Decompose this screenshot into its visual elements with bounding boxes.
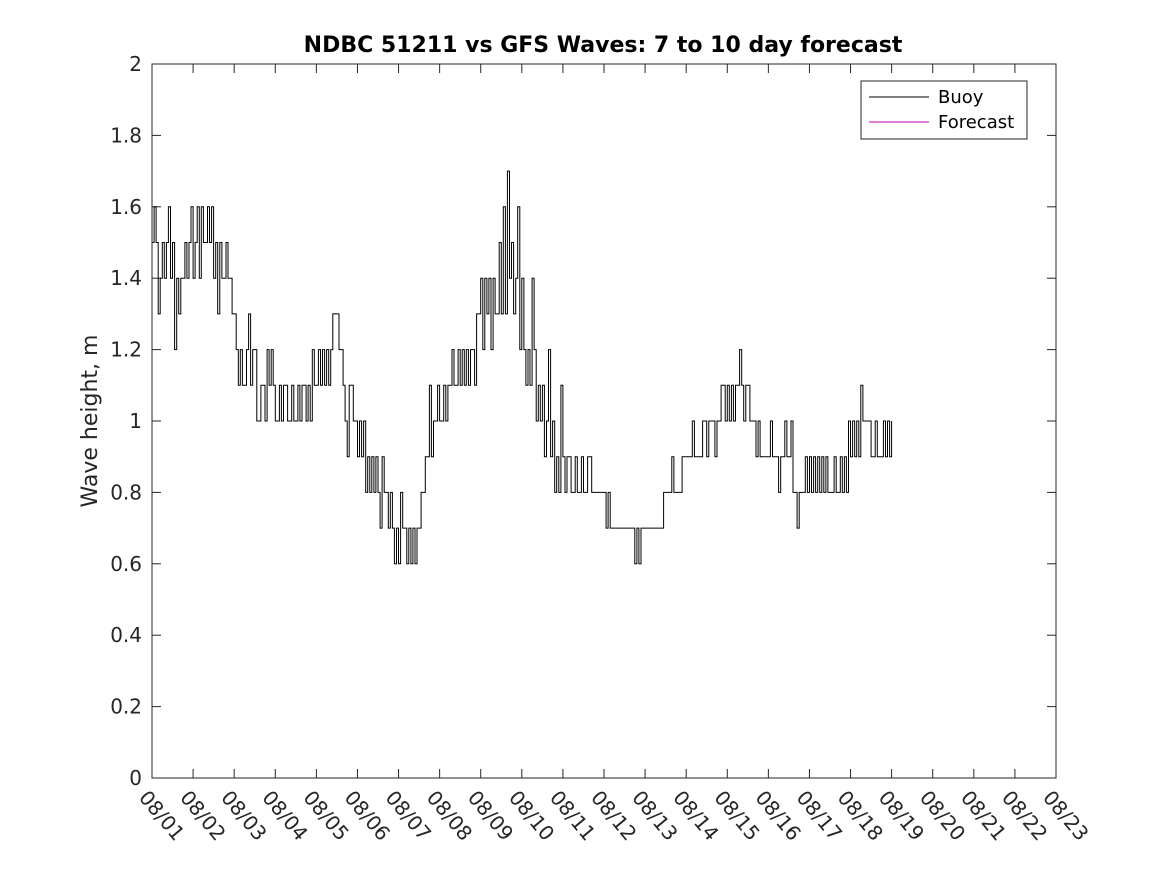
series-line-buoy [152, 170, 893, 565]
legend-box [860, 80, 1028, 140]
y-tick-label: 1.4 [110, 266, 142, 290]
y-tick-label: 1.2 [110, 338, 142, 362]
y-tick-label: 0.6 [110, 552, 142, 576]
legend: Buoy Forecast [860, 80, 1028, 140]
y-tick-label: 0.2 [110, 695, 142, 719]
chart-title: NDBC 51211 vs GFS Waves: 7 to 10 day for… [304, 33, 903, 58]
y-tick-label: 0.4 [110, 623, 142, 647]
y-tick-label: 0 [129, 766, 142, 790]
y-tick-label: 2 [129, 52, 142, 76]
y-axis-label: Wave height, m [78, 335, 103, 508]
legend-label-forecast: Forecast [938, 112, 1014, 133]
y-tick-label: 1.8 [110, 123, 142, 147]
y-tick-label: 0.8 [110, 480, 142, 504]
y-tick-label: 1 [129, 409, 142, 433]
legend-label-buoy: Buoy [938, 87, 984, 108]
y-tick-label: 1.6 [110, 195, 142, 219]
